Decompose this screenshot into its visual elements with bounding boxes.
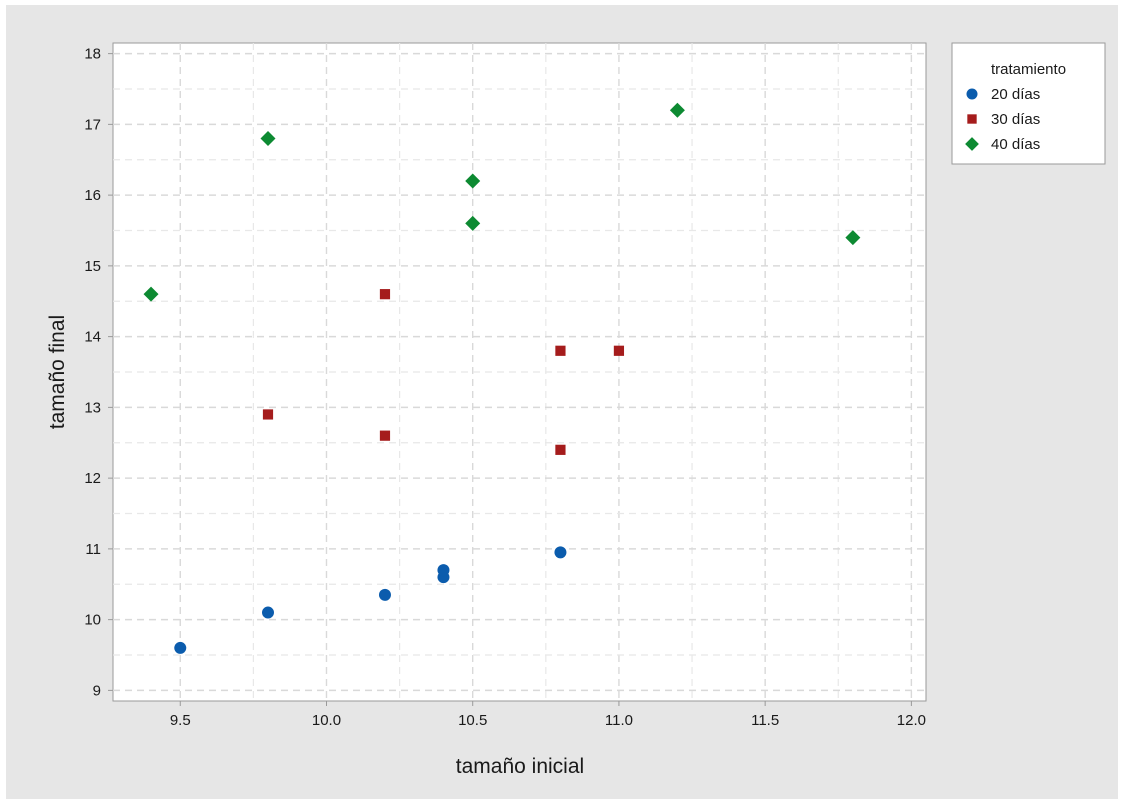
data-point-square bbox=[555, 345, 566, 356]
data-point-diamond bbox=[845, 230, 861, 246]
y-tick-label: 14 bbox=[84, 329, 101, 346]
legend-label: 40 días bbox=[991, 136, 1040, 153]
data-point-diamond bbox=[260, 131, 276, 147]
data-point-circle bbox=[261, 606, 274, 619]
y-tick-label: 15 bbox=[84, 258, 101, 275]
data-point-circle bbox=[437, 564, 450, 577]
legend-label: 20 días bbox=[991, 86, 1040, 103]
data-point-circle bbox=[378, 588, 391, 601]
x-tick-label: 11.0 bbox=[605, 712, 633, 729]
legend: tratamiento 20 días 30 días 40 días bbox=[951, 42, 1106, 165]
data-point-square bbox=[613, 345, 625, 356]
legend-marker-diamond bbox=[965, 137, 979, 151]
y-tick-label: 12 bbox=[84, 470, 101, 487]
x-tick-label: 10.5 bbox=[458, 712, 487, 729]
y-tick-label: 18 bbox=[84, 46, 101, 63]
legend-marker-circle bbox=[966, 88, 978, 100]
y-axis: 9 10 11 12 13 14 15 16 17 18 bbox=[84, 46, 113, 699]
x-axis-title: tamaño inicial bbox=[456, 755, 584, 778]
y-tick-label: 9 bbox=[93, 682, 101, 699]
legend-marker-square bbox=[967, 114, 977, 124]
data-point-diamond bbox=[465, 215, 481, 231]
grid-lines bbox=[113, 43, 926, 701]
scatter-chart: 9.5 10.0 10.5 11.0 11.5 12.0 9 10 11 12 13 14 15 16 1… bbox=[46, 42, 1106, 778]
x-tick-label: 12.0 bbox=[897, 712, 926, 729]
y-tick-label: 13 bbox=[84, 399, 101, 416]
x-tick-label: 11.5 bbox=[751, 712, 779, 729]
data-point-square bbox=[555, 444, 566, 455]
y-tick-label: 16 bbox=[84, 187, 101, 204]
data-point-square bbox=[379, 430, 391, 441]
chart-frame: 9.5 10.0 10.5 11.0 11.5 12.0 9 10 11 12 13 14 15 16 1… bbox=[6, 5, 1118, 799]
y-tick-label: 17 bbox=[84, 116, 101, 133]
data-point-diamond bbox=[465, 173, 481, 189]
data-point-square bbox=[262, 409, 274, 420]
data-point-diamond bbox=[143, 286, 159, 302]
x-axis: 9.5 10.0 10.5 11.0 11.5 12.0 bbox=[170, 701, 926, 729]
data-point-circle bbox=[554, 546, 567, 559]
y-tick-label: 11 bbox=[85, 541, 101, 558]
data-point-diamond bbox=[669, 102, 685, 118]
data-point-square bbox=[379, 289, 391, 300]
data-points bbox=[143, 102, 861, 654]
legend-items: 20 días 30 días 40 días bbox=[965, 86, 1040, 153]
y-axis-title: tamaño final bbox=[46, 315, 69, 429]
legend-label: 30 días bbox=[991, 111, 1040, 128]
x-tick-label: 10.0 bbox=[312, 712, 341, 729]
y-tick-label: 10 bbox=[84, 612, 101, 629]
x-tick-label: 9.5 bbox=[170, 712, 191, 729]
legend-title: tratamiento bbox=[991, 61, 1066, 78]
data-point-circle bbox=[174, 641, 187, 654]
